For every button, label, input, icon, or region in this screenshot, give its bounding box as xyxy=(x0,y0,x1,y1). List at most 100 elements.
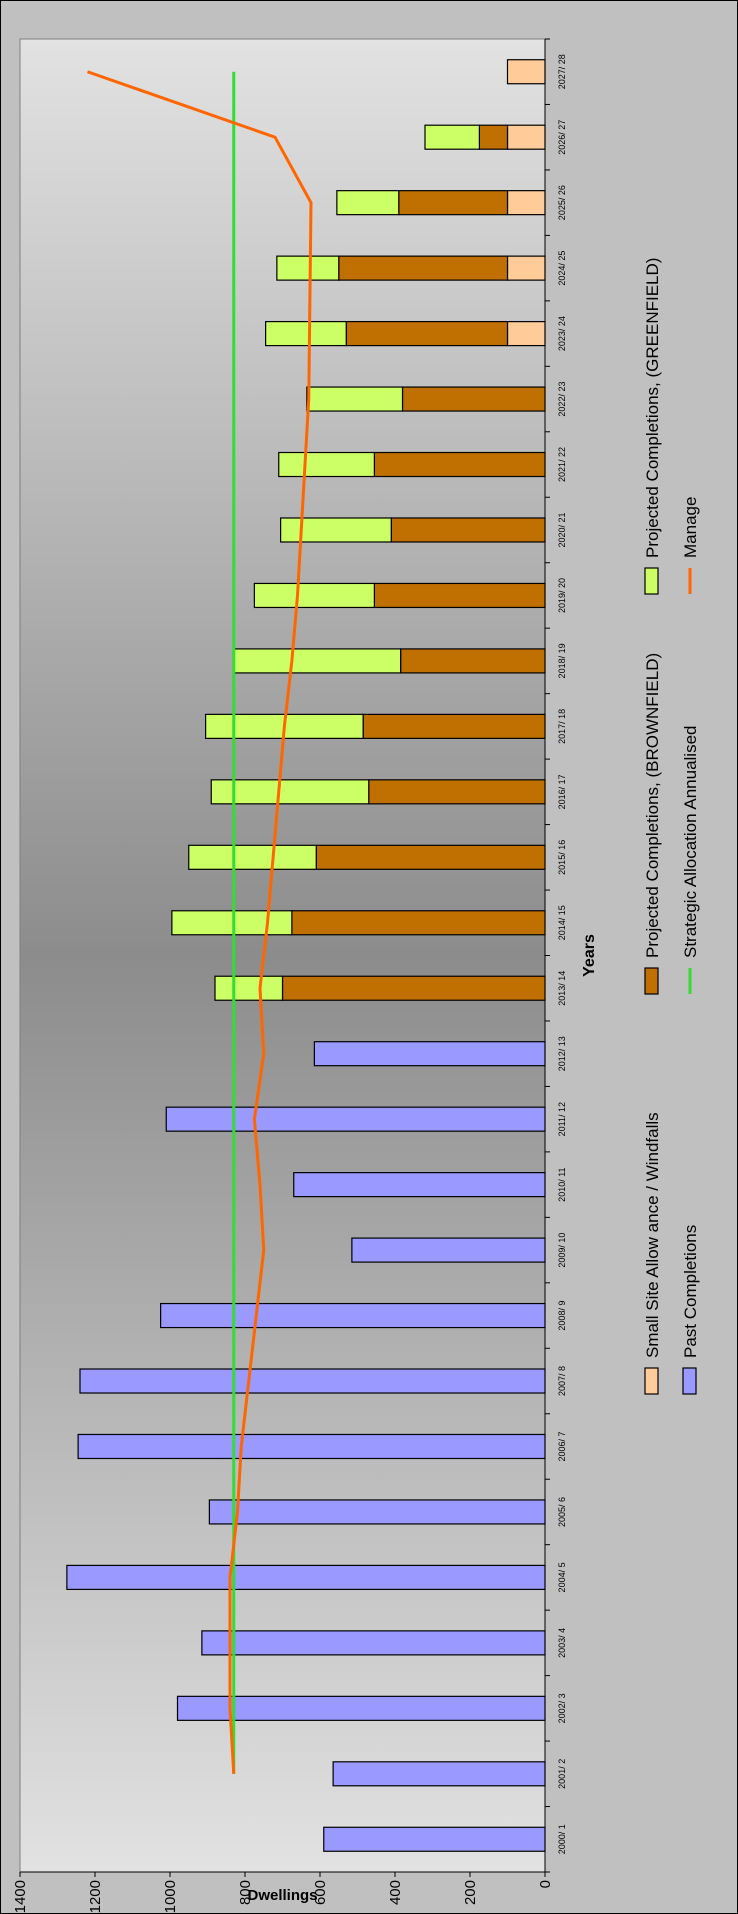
bar-small-site-allow-ance-windfalls-27 xyxy=(506,59,546,85)
x-tick-label: 2022/ 23 xyxy=(557,382,567,417)
bar-projected-completions-greenfield-23 xyxy=(265,320,347,347)
legend-label-past-completions: Past Completions xyxy=(681,1225,700,1358)
bar-projected-completions-brownfield-24 xyxy=(338,255,509,281)
x-tick-label: 2021/ 22 xyxy=(557,447,567,482)
x-tick-label: 2010/ 11 xyxy=(557,1167,567,1201)
x-tick-label: 2023/ 24 xyxy=(557,316,567,351)
bar-projected-completions-greenfield-26 xyxy=(424,124,480,150)
x-tick-label: 2005/ 6 xyxy=(557,1497,567,1527)
x-tick-label: 2027/ 28 xyxy=(557,54,567,89)
x-tick-label: 2004/ 5 xyxy=(557,1562,567,1592)
line-manage xyxy=(87,70,313,1774)
y-tick-label: 0 xyxy=(537,1880,554,1888)
bar-past-completions-10 xyxy=(293,1172,546,1198)
y-tick-label: 1200 xyxy=(87,1880,104,1913)
x-tick-label: 2026/ 27 xyxy=(557,120,567,155)
x-axis-title: Years xyxy=(581,934,598,977)
bar-projected-completions-greenfield-15 xyxy=(188,844,317,870)
bar-small-site-allow-ance-windfalls-24 xyxy=(506,255,546,281)
x-tick-label: 2014/ 15 xyxy=(557,905,567,940)
x-tick-label: 2020/ 21 xyxy=(557,512,567,547)
x-tick-label: 2016/ 17 xyxy=(557,774,567,809)
bar-projected-completions-brownfield-22 xyxy=(401,386,546,412)
x-tick-label: 2025/ 26 xyxy=(557,185,567,220)
x-tick-label: 2012/ 13 xyxy=(557,1036,567,1071)
bar-past-completions-11 xyxy=(165,1106,546,1132)
legend-label-manage: Manage xyxy=(681,497,700,558)
x-tick-label: 2019/ 20 xyxy=(557,578,567,613)
bar-projected-completions-greenfield-13 xyxy=(214,975,284,1001)
legend-swatch-projected-completions-brownfield xyxy=(644,967,659,995)
legend-label-small-site-allow-ance-windfalls: Small Site Allow ance / Windfalls xyxy=(643,1112,662,1358)
bar-past-completions-0 xyxy=(323,1826,546,1852)
bar-projected-completions-brownfield-20 xyxy=(390,517,546,543)
lines-layer xyxy=(87,70,313,1774)
bar-projected-completions-brownfield-14 xyxy=(291,910,546,936)
bar-projected-completions-brownfield-18 xyxy=(400,648,546,674)
x-tick-label: 2013/ 14 xyxy=(557,971,567,1006)
x-tick-label: 2024/ 25 xyxy=(557,251,567,286)
x-tick-label: 2002/ 3 xyxy=(557,1693,567,1723)
legend-swatch-past-completions xyxy=(682,1367,697,1395)
bar-projected-completions-brownfield-19 xyxy=(373,582,546,609)
x-tick-label: 2018/ 19 xyxy=(557,643,567,678)
x-tick-label: 2001/ 2 xyxy=(557,1759,567,1789)
x-tick-label: 2006/ 7 xyxy=(557,1431,567,1461)
bar-projected-completions-greenfield-19 xyxy=(253,582,375,609)
bar-projected-completions-greenfield-25 xyxy=(336,190,400,216)
x-tick-label: 2007/ 8 xyxy=(557,1366,567,1396)
x-tick-label: 2000/ 1 xyxy=(557,1824,567,1854)
x-tick-label: 2009/ 10 xyxy=(557,1233,567,1268)
legend-swatch-small-site-allow-ance-windfalls xyxy=(644,1367,659,1395)
axes-layer: 0 200 400 600 800 1000 1200 1400 2000/ 1 2001/ 2 2… xyxy=(12,38,598,1913)
bar-past-completions-1 xyxy=(332,1761,546,1787)
bar-projected-completions-greenfield-14 xyxy=(171,910,293,936)
bar-small-site-allow-ance-windfalls-23 xyxy=(506,320,546,347)
bar-projected-completions-brownfield-25 xyxy=(398,190,509,216)
bar-projected-completions-greenfield-18 xyxy=(233,648,402,674)
bar-projected-completions-brownfield-16 xyxy=(368,779,546,805)
x-tick-label: 2015/ 16 xyxy=(557,840,567,875)
legend-layer: Small Site Allow ance / Windfalls Project… xyxy=(643,258,700,1395)
bar-projected-completions-brownfield-21 xyxy=(373,451,546,478)
legend-label-projected-completions-greenfield: Projected Completions, (GREENFIELD) xyxy=(643,258,662,558)
bar-projected-completions-brownfield-17 xyxy=(362,713,546,739)
y-tick-label: 600 xyxy=(312,1880,329,1905)
y-axis-title: Dwellings xyxy=(247,1887,317,1904)
y-tick-label: 400 xyxy=(387,1880,404,1905)
y-tick-label: 800 xyxy=(237,1880,254,1905)
bar-projected-completions-greenfield-24 xyxy=(276,255,340,281)
bar-projected-completions-greenfield-20 xyxy=(280,517,392,543)
bar-projected-completions-brownfield-26 xyxy=(478,124,509,150)
y-tick-label: 1000 xyxy=(162,1880,179,1913)
x-tick-label: 2017/ 18 xyxy=(557,709,567,744)
x-tick-label: 2011/ 12 xyxy=(557,1102,567,1136)
legend-label-projected-completions-brownfield: Projected Completions, (BROWNFIELD) xyxy=(643,653,662,958)
bar-projected-completions-brownfield-15 xyxy=(315,844,546,870)
bar-projected-completions-greenfield-22 xyxy=(306,386,404,412)
bar-past-completions-5 xyxy=(208,1499,546,1525)
bars-layer xyxy=(66,59,546,1852)
bar-projected-completions-greenfield-21 xyxy=(278,451,375,478)
bar-past-completions-3 xyxy=(201,1630,546,1656)
bar-past-completions-4 xyxy=(66,1564,546,1591)
legend-label-strategic-allocation-annualised: Strategic Allocation Annualised xyxy=(681,726,700,959)
bar-past-completions-8 xyxy=(160,1302,546,1329)
bar-past-completions-7 xyxy=(79,1368,546,1394)
bar-projected-completions-brownfield-23 xyxy=(345,320,509,347)
legend-swatch-projected-completions-greenfield xyxy=(644,567,659,595)
bar-projected-completions-brownfield-13 xyxy=(281,975,546,1001)
bar-past-completions-9 xyxy=(351,1237,546,1263)
bar-small-site-allow-ance-windfalls-26 xyxy=(506,124,546,150)
bar-past-completions-6 xyxy=(77,1433,546,1460)
bar-projected-completions-greenfield-16 xyxy=(210,779,370,805)
bar-past-completions-12 xyxy=(313,1041,546,1067)
x-tick-label: 2008/ 9 xyxy=(557,1301,567,1331)
bar-small-site-allow-ance-windfalls-25 xyxy=(506,190,546,216)
x-tick-label: 2003/ 4 xyxy=(557,1628,567,1658)
y-tick-label: 200 xyxy=(462,1880,479,1905)
plot-area xyxy=(19,38,546,1873)
